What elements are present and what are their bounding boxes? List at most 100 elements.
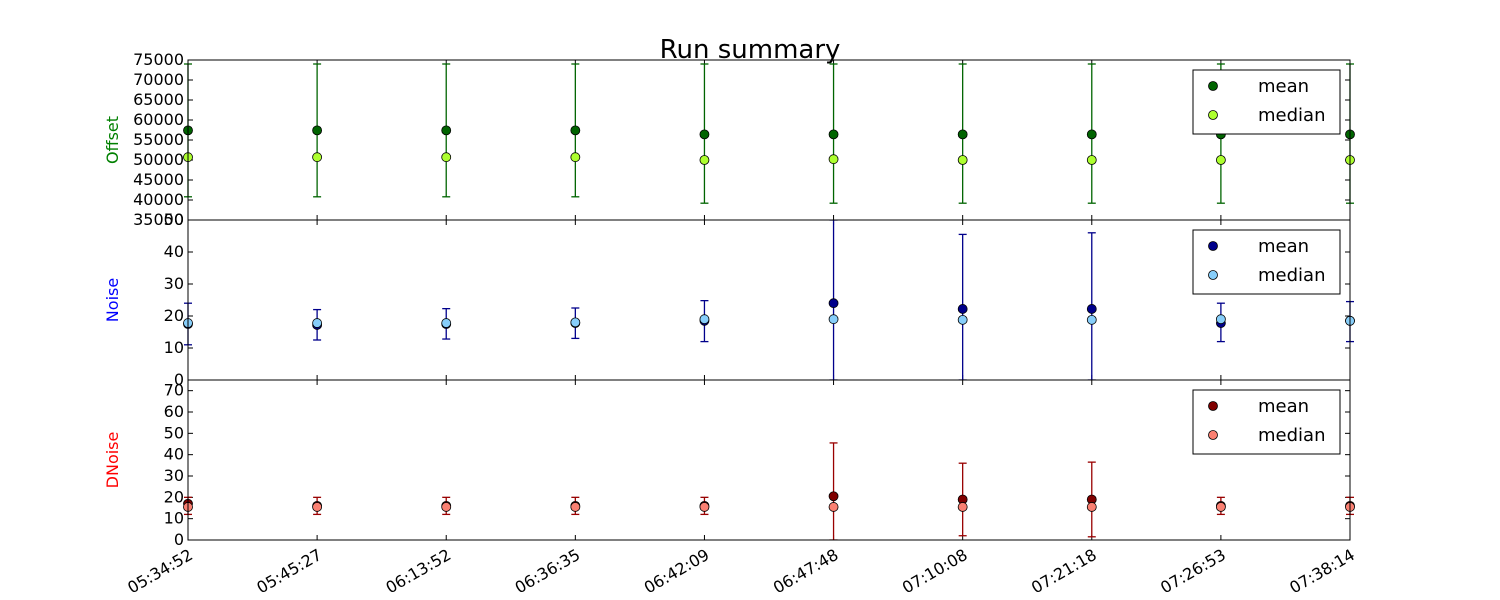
panel-offset-mean-point (441, 125, 452, 136)
panel-offset-mean-point (699, 129, 710, 140)
x-tick-label: 07:10:08 (899, 545, 971, 597)
panel-offset-ytick-label: 65000 (133, 90, 184, 109)
panel-dnoise-data (183, 442, 1355, 540)
panel-noise-ytick-label: 20 (164, 306, 184, 325)
panel-dnoise-median-point (699, 502, 710, 512)
panel-noise-median-point (828, 314, 839, 325)
panel-dnoise-ytick-label: 50 (164, 423, 184, 442)
panel-offset-frame (187, 59, 1351, 221)
panel-noise-legend-label-mean: mean (1258, 236, 1309, 257)
panel-dnoise-ytick-label: 20 (164, 487, 184, 506)
panel-dnoise-median-point (1086, 502, 1097, 512)
panel-offset-median-point (1215, 155, 1226, 165)
x-tick-label: 06:36:35 (512, 545, 584, 597)
panel-offset: 3500040000450005000055000600006500070000… (103, 50, 1355, 229)
panel-noise-median-point (1086, 314, 1097, 325)
panel-noise-ytick-label: 40 (164, 242, 184, 261)
panel-noise-ytick-label: 10 (164, 338, 184, 357)
panel-noise-mean-point (957, 304, 968, 314)
panel-noise-frame (187, 219, 1351, 381)
panel-noise-ytick-label: 0 (174, 370, 184, 389)
panel-offset-ytick-label: 70000 (133, 70, 184, 89)
panel-dnoise-legend-label-mean: mean (1258, 396, 1309, 417)
panel-offset-ytick-label: 60000 (133, 110, 184, 129)
panel-offset-mean-point (570, 125, 581, 136)
panel-offset-mean-point (312, 125, 323, 136)
panel-dnoise-median-point (312, 502, 323, 512)
panel-dnoise-ylabel: DNoise (103, 432, 122, 489)
panel-offset-legend-label-median: median (1258, 105, 1325, 126)
panel-noise-legend-box (1192, 229, 1341, 295)
panel-dnoise-legend-marker-mean (1208, 401, 1218, 411)
panel-noise-legend-marker-median (1208, 270, 1218, 280)
panel-noise-legend-marker-mean (1208, 241, 1218, 251)
panel-offset-ytick-label: 35000 (133, 210, 184, 229)
panel-offset-mean-point (957, 129, 968, 140)
panel-noise: 0 10 20 30 40 50 Noise mean median (103, 210, 1355, 389)
panel-offset-legend-box (1192, 69, 1341, 135)
panel-offset-median-point (699, 155, 710, 165)
panel-noise-median-point (957, 314, 968, 325)
x-tick-label: 06:47:48 (770, 545, 842, 597)
panel-dnoise-legend-marker-median (1208, 430, 1218, 440)
panel-offset-mean-point (1086, 129, 1097, 140)
panel-noise-median-point (312, 318, 323, 328)
panel-dnoise-median-point (957, 502, 968, 512)
panel-offset-median-point (1086, 155, 1097, 165)
panel-offset-median-point (441, 152, 452, 163)
panel-noise-median-point (441, 318, 452, 328)
panel-dnoise-ytick-label: 10 (164, 509, 184, 528)
panel-offset-data (183, 63, 1355, 204)
panel-noise-median-point (570, 317, 581, 328)
panel-dnoise-ytick-label: 30 (164, 466, 184, 485)
panel-noise-median-point (1215, 314, 1226, 325)
x-tick-label: 07:38:14 (1286, 545, 1358, 597)
panel-offset-ytick-label: 55000 (133, 130, 184, 149)
panel-noise-legend-label-median: median (1258, 265, 1325, 286)
panel-offset-mean-point (828, 129, 839, 140)
panel-noise-median-point (699, 314, 710, 325)
panel-noise-mean-point (828, 298, 839, 309)
panel-dnoise-ytick-label: 0 (174, 530, 184, 549)
panel-dnoise-legend: mean median (1192, 389, 1341, 455)
panel-noise-ytick-label: 50 (164, 210, 184, 229)
panel-dnoise-median-point (828, 502, 839, 512)
x-tick-label: 05:34:52 (124, 545, 196, 597)
x-tick-label: 05:45:27 (253, 545, 325, 597)
x-tick-label: 06:42:09 (641, 545, 713, 597)
panel-dnoise-legend-label-median: median (1258, 425, 1325, 446)
panel-dnoise-median-point (441, 502, 452, 512)
panel-offset-median-point (312, 152, 323, 163)
panel-offset-legend-label-mean: mean (1258, 76, 1309, 97)
x-tick-label: 07:21:18 (1028, 545, 1100, 597)
panel-dnoise-median-point (1215, 502, 1226, 512)
panel-dnoise-mean-point (828, 491, 839, 502)
panel-noise-mean-point (1086, 304, 1097, 314)
x-tick-label: 07:26:53 (1157, 545, 1229, 597)
panel-offset-legend-marker-mean (1208, 81, 1218, 91)
panel-noise-data (183, 220, 1355, 380)
panel-noise-ylabel: Noise (103, 278, 122, 322)
panel-offset-legend-marker-median (1208, 110, 1218, 120)
panel-offset-median-point (828, 154, 839, 165)
panel-dnoise-legend-box (1192, 389, 1341, 455)
x-axis-labels: 05:34:52 05:45:27 06:13:52 06:36:35 06:42:09… (124, 545, 1358, 597)
panel-offset-ytick-label: 75000 (133, 50, 184, 69)
panel-dnoise-frame (187, 379, 1351, 541)
panel-dnoise-median-point (570, 502, 581, 512)
panel-dnoise-ytick-label: 70 (164, 381, 184, 400)
panel-offset-ylabel: Offset (103, 116, 122, 164)
panel-offset-legend: mean median (1192, 69, 1341, 135)
panel-offset-median-point (570, 152, 581, 163)
panel-noise-ytick-label: 30 (164, 274, 184, 293)
panel-offset-ytick-label: 45000 (133, 170, 184, 189)
panel-dnoise: 0 10 20 30 40 50 60 70 DNoise mean median (103, 379, 1355, 549)
panel-dnoise-ytick-label: 40 (164, 445, 184, 464)
panel-offset-median-point (957, 155, 968, 165)
panel-offset-ytick-label: 50000 (133, 150, 184, 169)
panel-offset-ytick-label: 40000 (133, 190, 184, 209)
panel-dnoise-ytick-label: 60 (164, 402, 184, 421)
x-tick-label: 06:13:52 (382, 545, 454, 597)
panel-noise-legend: mean median (1192, 229, 1341, 295)
